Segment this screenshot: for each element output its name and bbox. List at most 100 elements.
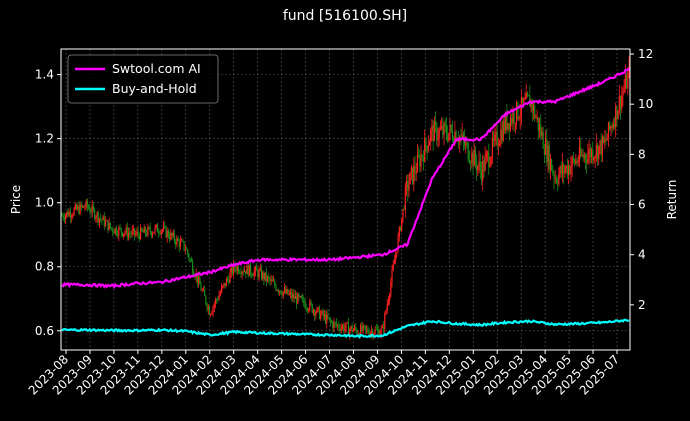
candle-body	[542, 131, 544, 149]
candle-body	[430, 130, 432, 142]
candle-body	[479, 161, 481, 170]
candle-body	[604, 139, 606, 143]
candle-body	[403, 209, 405, 210]
candle-body	[207, 306, 209, 310]
candle-body	[304, 303, 306, 309]
candle-body	[333, 322, 335, 329]
candle-body	[518, 118, 520, 120]
candle-body	[120, 228, 122, 233]
candle-body	[265, 272, 267, 281]
candle-body	[312, 310, 315, 313]
candle-body	[191, 261, 194, 273]
candle-body	[565, 165, 567, 170]
candle-body	[368, 332, 370, 336]
candle-body	[323, 314, 325, 317]
candle-body	[101, 219, 103, 221]
candle-body	[74, 204, 76, 209]
candle-body	[611, 126, 613, 129]
candle-body	[287, 289, 289, 295]
candle-body	[306, 308, 309, 311]
candle-body	[275, 285, 277, 291]
candle-body	[499, 143, 501, 146]
candle-body	[309, 301, 311, 310]
candle-body	[509, 117, 512, 130]
candle-body	[474, 150, 477, 163]
candle-body	[380, 328, 382, 334]
candle-body	[166, 230, 168, 238]
candle-body	[375, 328, 377, 330]
candle-body	[195, 273, 197, 278]
candle-body	[416, 154, 419, 172]
candle-body	[396, 251, 398, 255]
candle-body	[444, 123, 446, 127]
candle-body	[413, 165, 415, 184]
y2-tick-label: 10	[638, 97, 653, 111]
candle-body	[230, 267, 232, 273]
candle-body	[351, 326, 353, 332]
candle-body	[567, 166, 570, 176]
candle-body	[143, 227, 145, 233]
candle-body	[153, 232, 155, 234]
candle-body	[214, 299, 217, 305]
candle-body	[178, 240, 180, 247]
candle-body	[152, 233, 154, 236]
candle-body	[392, 264, 394, 270]
y-axis-label: Price	[9, 185, 23, 214]
candle-body	[588, 148, 590, 155]
candle-body	[552, 170, 554, 174]
candle-body	[205, 295, 207, 304]
candle-body	[358, 333, 361, 337]
candle-body	[465, 142, 467, 146]
candle-body	[500, 129, 502, 144]
candle-body	[131, 230, 133, 235]
candle-body	[540, 124, 542, 136]
candle-body	[466, 142, 468, 144]
candle-body	[599, 140, 601, 147]
candle-body	[374, 328, 376, 334]
candle-body	[607, 122, 610, 138]
candle-body	[196, 273, 199, 283]
candle-body	[322, 310, 324, 317]
candle-body	[239, 272, 241, 274]
candle-body	[320, 313, 322, 319]
candle-body	[66, 211, 68, 216]
candle-body	[503, 121, 506, 131]
candle-body	[590, 149, 593, 158]
candle-body	[139, 227, 142, 240]
candle-body	[484, 156, 486, 171]
candle-body	[434, 121, 437, 125]
candle-body	[409, 172, 411, 185]
candle-body	[477, 166, 479, 171]
candle-body	[242, 271, 244, 273]
candle-body	[538, 124, 541, 131]
candle-body	[80, 204, 82, 207]
candle-body	[252, 275, 254, 277]
candle-body	[266, 276, 269, 281]
candle-body	[137, 231, 139, 235]
y-tick-label: 1.4	[35, 68, 54, 82]
candles-layer	[61, 56, 630, 340]
candle-body	[389, 294, 391, 301]
candle-body	[355, 326, 357, 330]
candle-body	[311, 304, 313, 313]
candle-body	[480, 169, 483, 181]
candle-body	[212, 306, 214, 313]
candle-body	[391, 269, 393, 283]
candle-body	[496, 131, 498, 147]
candle-body	[77, 206, 79, 210]
candle-body	[411, 167, 414, 184]
candle-body	[241, 271, 243, 275]
candle-body	[172, 232, 174, 237]
candle-body	[294, 295, 296, 299]
candle-body	[582, 154, 584, 158]
candle-body	[141, 227, 143, 232]
candle-body	[103, 216, 105, 226]
candle-body	[616, 106, 618, 119]
candle-body	[570, 166, 572, 174]
candle-body	[554, 178, 556, 180]
candle-body	[130, 233, 132, 235]
candle-body	[625, 75, 628, 89]
y2-tick-label: 8	[638, 147, 646, 161]
candle-body	[468, 160, 471, 163]
candle-body	[613, 123, 616, 128]
